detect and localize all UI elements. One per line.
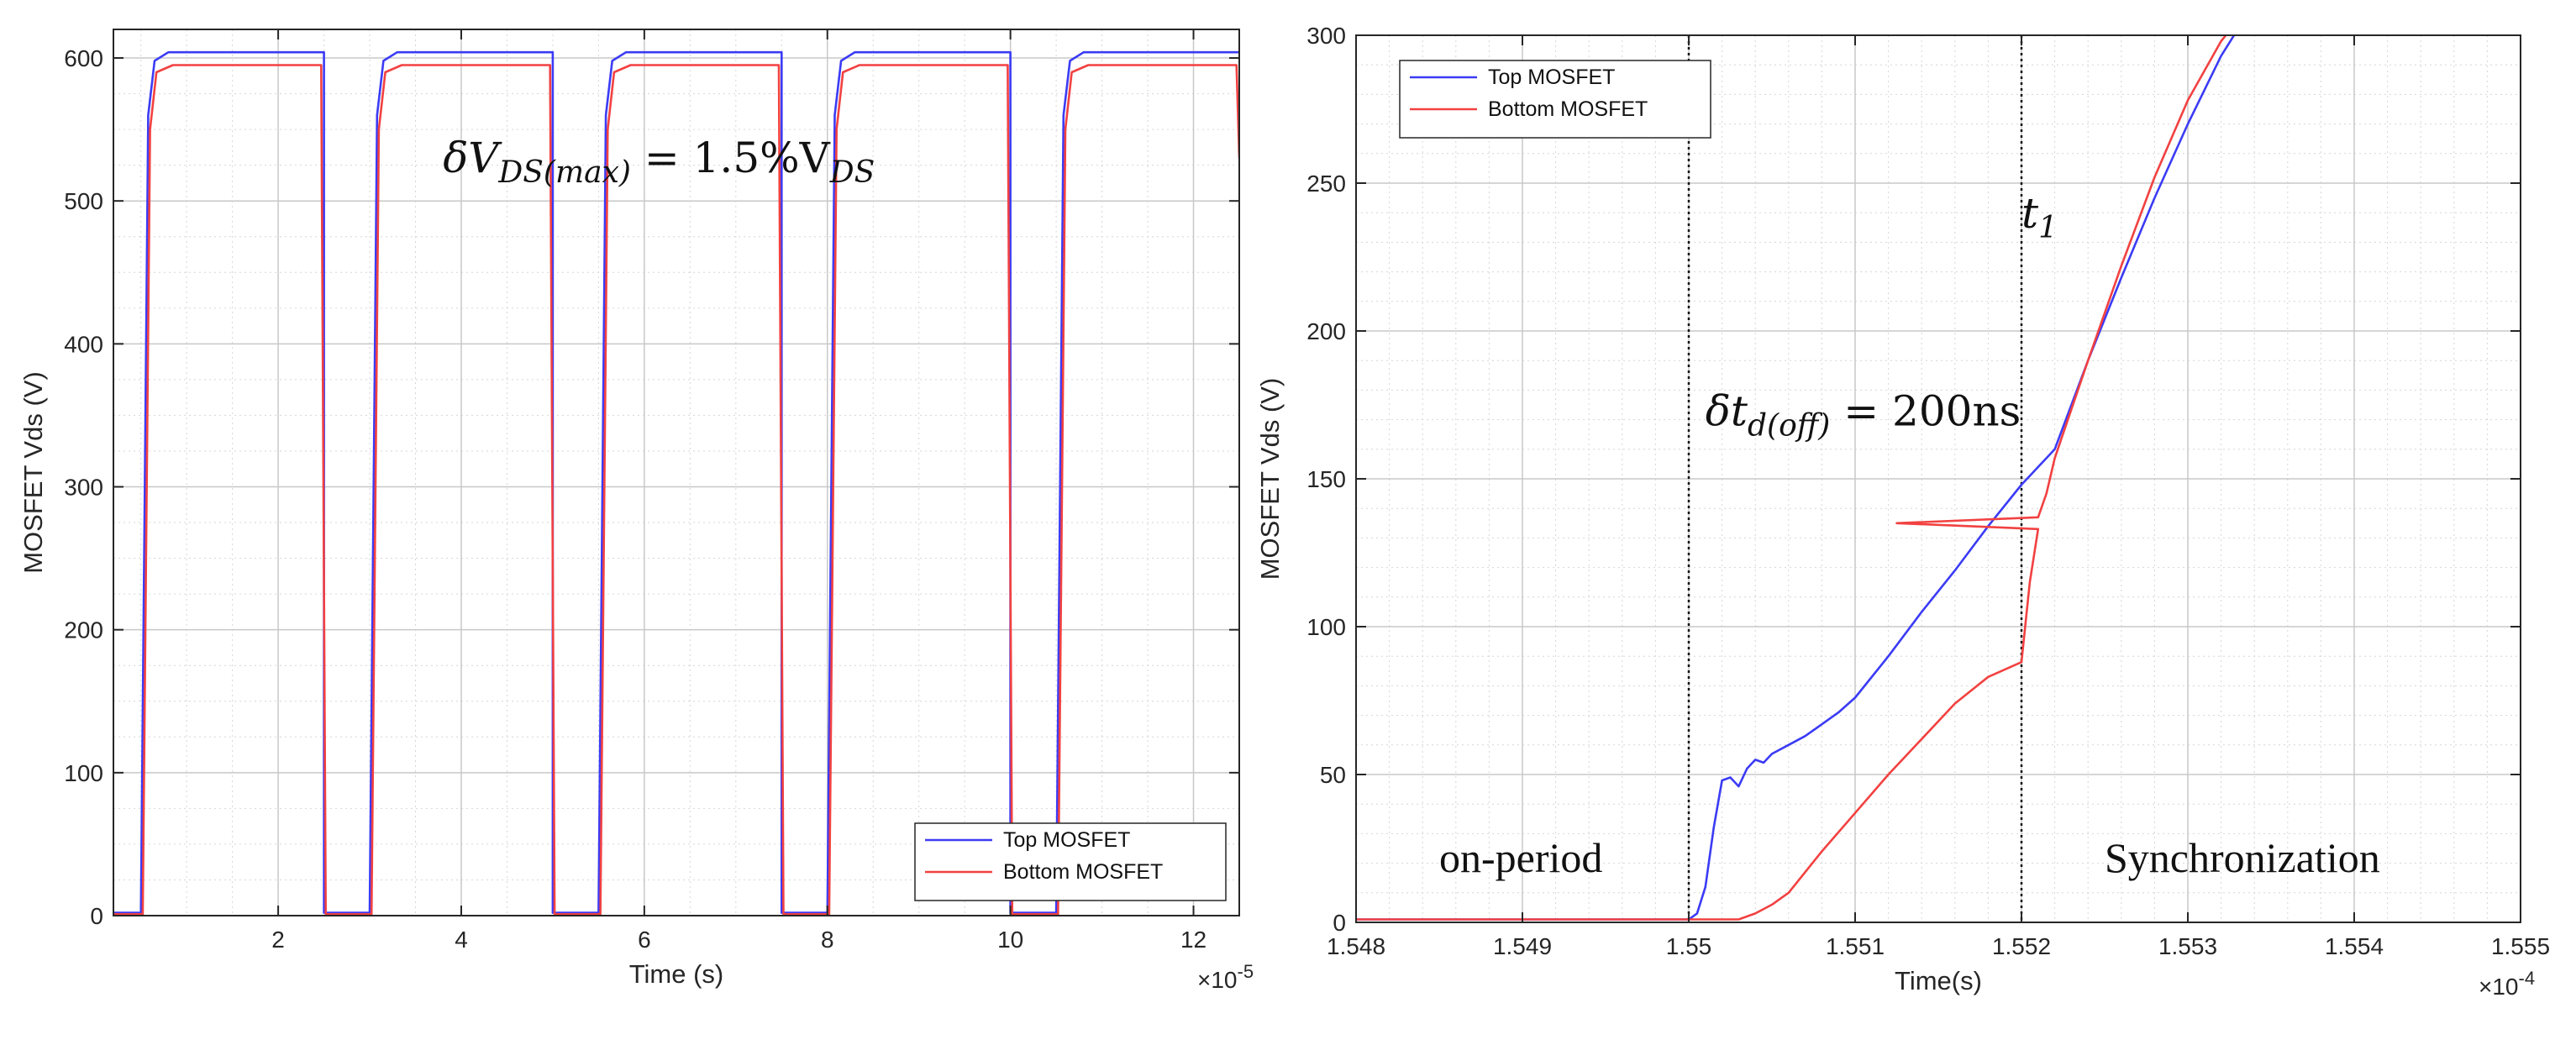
x-tick-label: 1.55 (1666, 933, 1712, 959)
legend-box (914, 822, 1227, 901)
y-tick-label: 200 (64, 617, 103, 643)
series-line-bottom-mosfet (113, 64, 1239, 916)
legend: Top MOSFET Bottom MOSFET (914, 822, 1227, 901)
y-tick-label: 600 (64, 45, 103, 71)
x-tick-label: 1.551 (1826, 933, 1885, 959)
y-tick-label: 0 (1333, 910, 1346, 936)
y-tick-label: 0 (90, 903, 103, 929)
tick-marks (113, 29, 1239, 916)
x-tick-label: 12 (1180, 927, 1207, 953)
legend-entry: Bottom MOSFET (1488, 97, 1648, 121)
y-axis-label: MOSFET Vds (V) (1255, 378, 1285, 580)
annotation: δtd(off) = 200ns (1706, 387, 2021, 444)
y-tick-label: 100 (1306, 614, 1346, 640)
y-tick-label: 150 (1306, 466, 1346, 492)
x-tick-label: 10 (997, 927, 1023, 953)
annotation: on-period (1439, 834, 1602, 881)
annotation: Synchronization (2105, 834, 2380, 881)
x-tick-label: 1.552 (1992, 933, 2051, 959)
legend-entry: Bottom MOSFET (1003, 860, 1163, 884)
x-tick-label: 1.554 (2325, 933, 2384, 959)
y-tick-label: 250 (1306, 171, 1346, 197)
x-tick-label: 1.548 (1327, 933, 1385, 959)
legend-entry: Top MOSFET (1488, 66, 1615, 89)
series-group (113, 50, 1239, 916)
x-tick-label: 6 (638, 927, 651, 953)
x-tick-label: 8 (821, 927, 834, 953)
y-tick-label: 100 (64, 760, 103, 786)
series-group (1356, 35, 2236, 921)
annotation: δVDS(max) = 1.5%VDS (443, 134, 875, 190)
x-tick-label: 1.555 (2491, 933, 2550, 959)
legend-box (1399, 60, 1711, 139)
x-exponent-label: ×10-5 (1197, 961, 1254, 993)
x-tick-label: 2 (271, 927, 285, 953)
annotation: t1 (2021, 189, 2058, 245)
series-line-bottom-mosfet (1356, 35, 2227, 921)
y-tick-label: 300 (64, 475, 103, 501)
legend: Top MOSFET Bottom MOSFET (1399, 60, 1711, 139)
chart-panel-2: 1.548 1.549 1.55 1.551 1.552 1.553 1.554 1.555 0… (1255, 23, 2550, 1000)
major-grid (113, 29, 1239, 916)
tick-marks (1355, 34, 2521, 923)
y-tick-label: 500 (64, 188, 103, 214)
x-tick-label: 4 (455, 927, 468, 953)
y-tick-label: 200 (1306, 318, 1346, 344)
y-tick-label: 300 (1306, 23, 1346, 49)
x-tick-label: 1.553 (2158, 933, 2217, 959)
x-axis-label: Time(s) (1895, 966, 1982, 995)
y-tick-label: 50 (1320, 762, 1346, 788)
x-axis-label: Time (s) (629, 959, 724, 989)
chart-panel-1: 2 4 6 8 10 12 0 100 200 300 400 500 600 ×10-5 Time (s)… (18, 29, 1254, 993)
axes-box (113, 29, 1240, 916)
plot-area (113, 29, 1239, 916)
legend-entry: Top MOSFET (1003, 828, 1130, 852)
y-axis-label: MOSFET Vds (V) (18, 371, 48, 574)
x-tick-label: 1.549 (1493, 933, 1552, 959)
x-exponent-label: ×10-4 (2479, 968, 2535, 1000)
series-line-top-mosfet (113, 50, 1239, 914)
y-tick-label: 400 (64, 331, 103, 357)
